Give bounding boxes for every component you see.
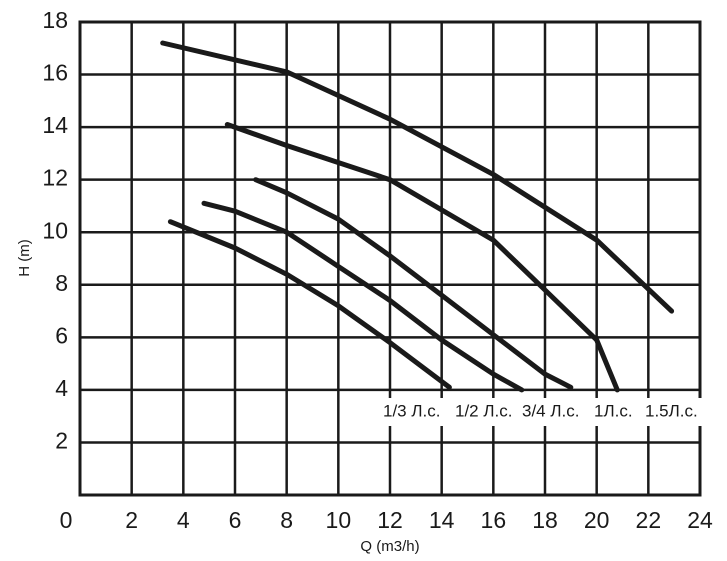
x-tick-label: 14 — [429, 507, 455, 533]
plot-frame — [78, 20, 702, 497]
x-tick-label: 8 — [280, 507, 293, 533]
y-tick-label: 10 — [42, 217, 68, 243]
y-axis-label: H (m) — [16, 239, 33, 277]
x-tick-label: 6 — [229, 507, 242, 533]
x-axis-label: Q (m3/h) — [360, 538, 419, 555]
x-tick-label: 10 — [326, 507, 352, 533]
x-tick-label: 22 — [636, 507, 662, 533]
x-tick-label: 24 — [687, 507, 713, 533]
legend-backdrop — [378, 398, 712, 426]
x-tick-label: 20 — [584, 507, 610, 533]
x-tick-label: 18 — [532, 507, 558, 533]
y-tick-label: 16 — [42, 60, 68, 86]
y-tick-label: 4 — [55, 375, 68, 401]
legend-label: 1/3 Л.с. — [383, 401, 440, 420]
x-tick-label: 12 — [377, 507, 403, 533]
y-tick-label: 8 — [55, 270, 68, 296]
y-tick-label: 12 — [42, 165, 68, 191]
x-tick-label: 0 — [60, 507, 73, 533]
y-tick-label: 14 — [42, 112, 68, 138]
x-tick-label: 4 — [177, 507, 190, 533]
x-tick-label: 2 — [125, 507, 138, 533]
curve — [224, 122, 620, 393]
curve — [167, 219, 452, 390]
legend-label: 1Л.с. — [594, 401, 633, 420]
curve — [253, 177, 574, 390]
curve — [201, 200, 525, 393]
y-tick-label: 2 — [55, 428, 68, 454]
y-tick-label: 6 — [55, 322, 68, 348]
legend-label: 3/4 Л.с. — [522, 401, 579, 420]
curve — [160, 40, 675, 314]
legend-label: 1.5Л.с. — [645, 401, 698, 420]
x-tick-label: 16 — [481, 507, 507, 533]
legend-label: 1/2 Л.с. — [455, 401, 512, 420]
y-tick-label: 18 — [42, 7, 68, 33]
